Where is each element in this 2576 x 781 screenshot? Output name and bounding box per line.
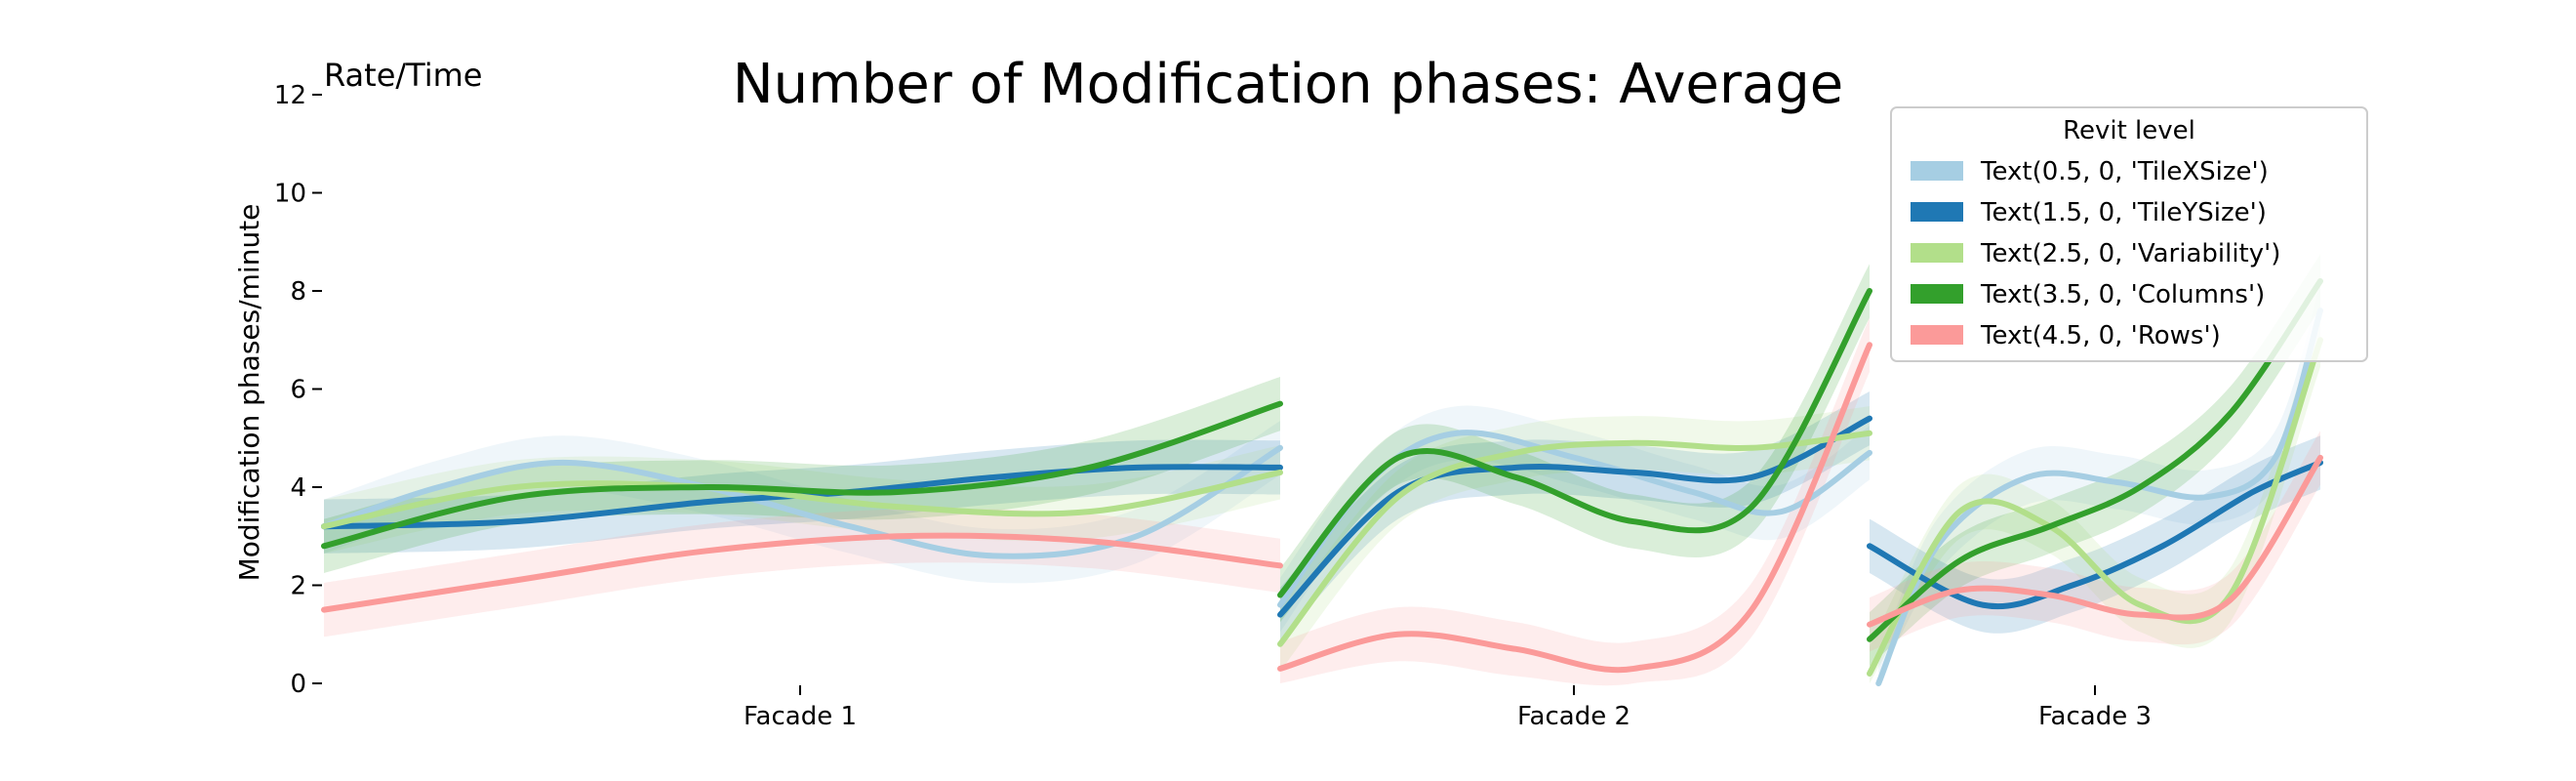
series-line <box>321 444 1283 559</box>
confidence-band <box>1870 431 2320 652</box>
legend-label: Text(0.5, 0, 'TileXSize') <box>1980 157 2269 186</box>
legend-swatch <box>1911 202 1963 222</box>
x-axis: Facade 1 Facade 2 Facade 3 <box>744 685 2152 731</box>
series-line <box>1277 342 1872 674</box>
chart-title: Number of Modification phases: Average <box>733 53 1843 116</box>
y-axis-label: Modification phases/minute <box>233 204 265 582</box>
series-line <box>321 532 1283 613</box>
confidence-band <box>1878 283 2320 683</box>
legend-swatch <box>1911 325 1963 345</box>
series-line <box>1277 288 1872 598</box>
legend-label: Text(3.5, 0, 'Columns') <box>1980 280 2265 309</box>
y-tick-label: 2 <box>290 572 306 601</box>
y-axis: 0 2 4 6 8 10 12 <box>274 81 322 699</box>
y-tick-label: 0 <box>290 670 306 699</box>
series-line <box>1867 277 2323 642</box>
confidence-band <box>1280 406 1870 672</box>
legend-swatch <box>1911 284 1963 304</box>
y-tick-label: 4 <box>290 473 306 503</box>
confidence-band <box>1870 254 2320 667</box>
confidence-band <box>1280 405 1870 633</box>
legend-items: Text(0.5, 0, 'TileXSize') Text(1.5, 0, 'T… <box>1911 157 2280 350</box>
x-tick-label: Facade 3 <box>2038 702 2152 731</box>
legend: Revit level Text(0.5, 0, 'TileXSize')Tex… <box>1890 106 2368 362</box>
legend-label: Text(1.5, 0, 'TileYSize') <box>1980 198 2267 227</box>
y-tick-label: 12 <box>274 81 306 110</box>
x-tick-label: Facade 2 <box>1517 702 1630 731</box>
confidence-band <box>324 376 1280 573</box>
legend-label: Text(2.5, 0, 'Variability') <box>1980 239 2280 268</box>
corner-label: Rate/Time <box>324 57 482 94</box>
series-line <box>1867 337 2323 677</box>
legend-box <box>1890 106 2368 362</box>
series-line <box>321 400 1283 550</box>
confidence-band <box>1870 312 2320 683</box>
legend-title: Revit level <box>2063 116 2195 145</box>
y-tick-label: 6 <box>290 376 306 405</box>
y-tick-label: 8 <box>290 277 306 307</box>
series-line <box>1277 430 1872 647</box>
x-tick-label: Facade 1 <box>744 702 857 731</box>
y-tick-label: 10 <box>274 180 306 209</box>
legend-swatch <box>1911 243 1963 263</box>
legend-label: Text(4.5, 0, 'Rows') <box>1980 321 2221 350</box>
confidence-band <box>1280 264 1870 623</box>
series-line <box>1277 415 1872 618</box>
series-lines <box>321 277 2323 686</box>
legend-swatch <box>1911 161 1963 181</box>
series-line <box>1867 454 2323 628</box>
confidence-band <box>1280 391 1870 642</box>
series-line <box>1867 459 2323 610</box>
confidence-band <box>1870 435 2320 634</box>
series-line <box>321 469 1283 530</box>
